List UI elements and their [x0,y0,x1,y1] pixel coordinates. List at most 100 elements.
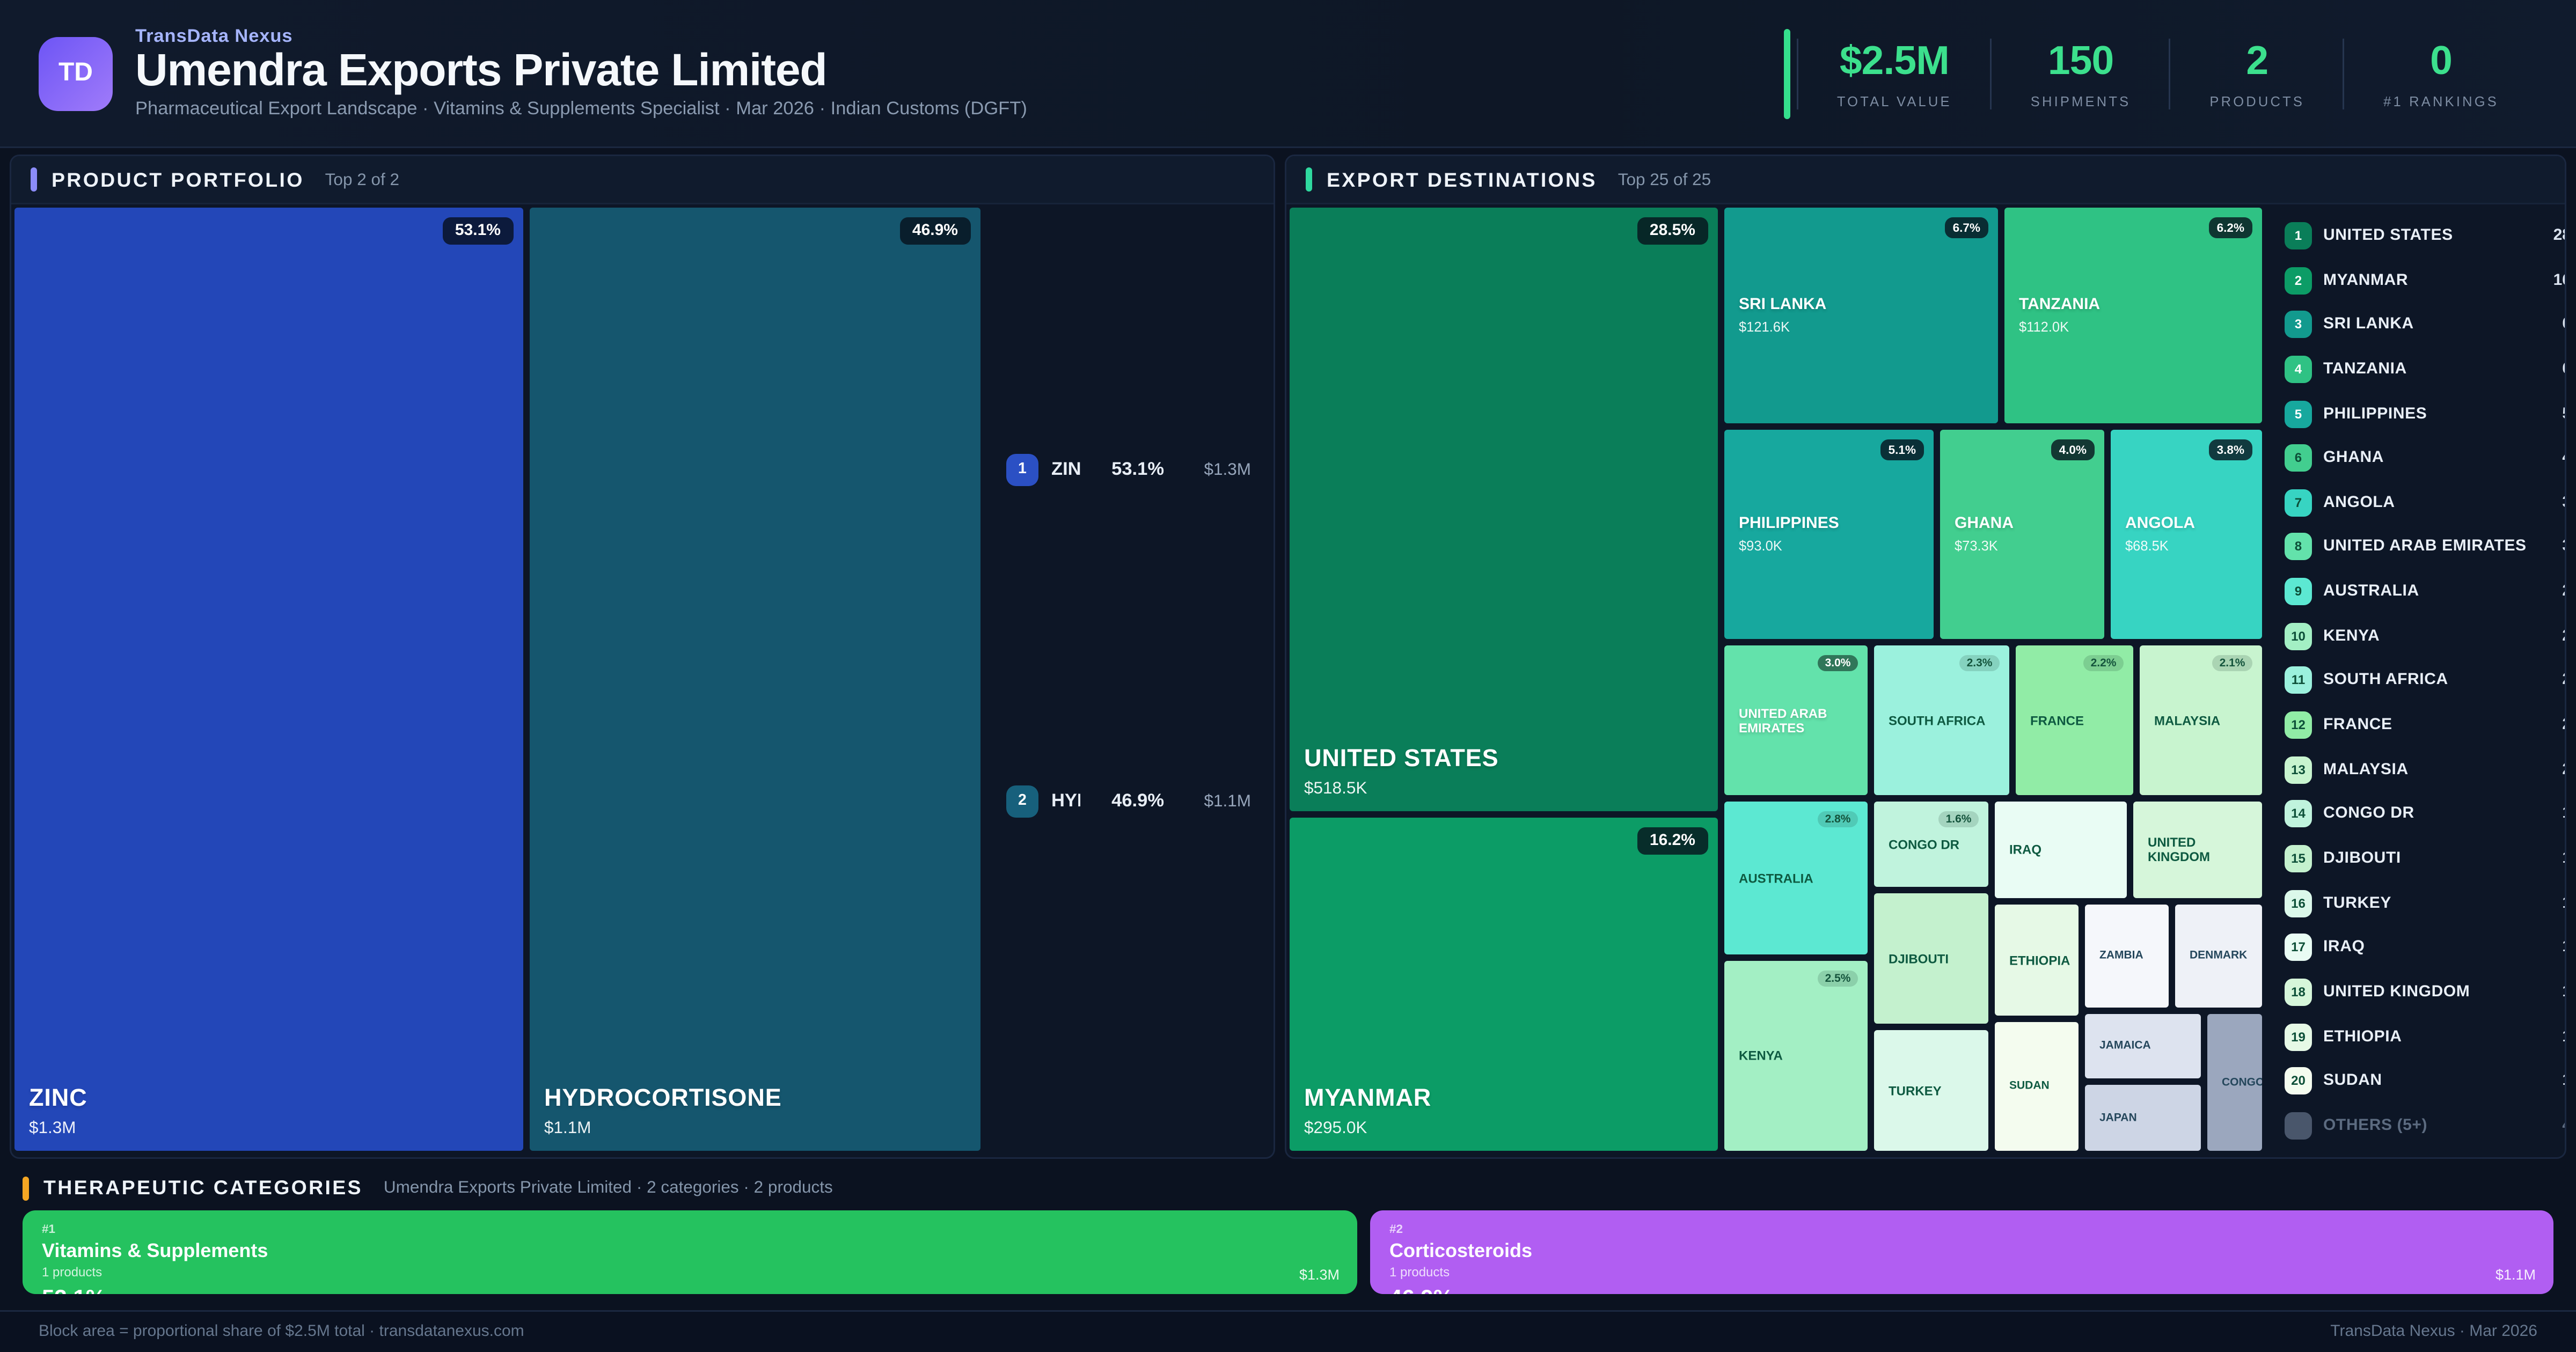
export-destinations-panel: EXPORT DESTINATIONS Top 25 of 25 28.5% UN… [1285,155,2566,1159]
treemap-block-denmark[interactable]: DENMARK [2175,905,2262,1008]
export-list-item-malaysia[interactable]: 13MALAYSIA2.1%$37.5K [2285,756,2565,784]
treemap-block-djibouti[interactable]: DJIBOUTI [1874,893,1988,1024]
treemap-block-south-africa[interactable]: 2.3% SOUTH AFRICA [1874,645,2009,795]
rank-badge: 6 [2285,444,2312,472]
export-list-item-philippines[interactable]: 5PHILIPPINES5.1%$93.0K [2285,400,2565,428]
export-list-item-kenya[interactable]: 10KENYA2.5%$45.6K [2285,622,2565,650]
block-pct-badge: 53.1% [442,217,514,245]
block-pct-badge: 6.2% [2208,217,2252,238]
export-list-item-australia[interactable]: 9AUSTRALIA2.8%$50.8K [2285,578,2565,606]
block-pct-badge: 2.8% [1818,811,1858,827]
categories-subtitle: Umendra Exports Private Limited · 2 cate… [383,1178,833,1197]
block-pct-badge: 3.8% [2208,439,2252,460]
product-legend-item-hydrocortisone[interactable]: 2 HYDROCORTISONE 46.9% $1.1M [1006,785,1251,818]
export-list-item-ghana[interactable]: 6GHANA4.0%$73.3K [2285,444,2565,472]
export-list-item-others-5[interactable]: OTHERS (5+)4.5%$82.6K [2285,1112,2565,1140]
export-list-item-sudan[interactable]: 20SUDAN1.2%$21.7K [2285,1067,2565,1095]
list-name: UNITED STATES [2323,227,2453,245]
block-value: $518.5K [1304,779,1367,798]
export-list-item-angola[interactable]: 7ANGOLA3.8%$68.5K [2285,489,2565,517]
list-pct: 2.3% [2538,672,2565,689]
block-name: SRI LANKA [1739,296,1827,314]
rank-badge: 18 [2285,978,2312,1006]
list-pct: 1.5% [2538,939,2565,957]
category-pct: 53.1% [42,1284,1338,1294]
category-value: $1.1M [2495,1267,2536,1283]
rank-badge: 10 [2285,622,2312,650]
treemap-block-congo[interactable]: CONGO [2207,1014,2262,1151]
treemap-block-france[interactable]: 2.2% FRANCE [2016,645,2133,795]
list-pct: 1.4% [2538,983,2565,1001]
export-panel-header: EXPORT DESTINATIONS Top 25 of 25 [1286,156,2565,204]
treemap-block-angola[interactable]: 3.8% ANGOLA $68.5K [2111,430,2262,639]
list-name: PHILIPPINES [2323,405,2427,423]
export-panel-title: EXPORT DESTINATIONS [1327,168,1597,191]
category-bar-vitamins-supplements[interactable]: #1 Vitamins & Supplements 1 products 53.1%$… [23,1210,1357,1294]
stat-label: SHIPMENTS [2030,92,2131,109]
block-value: $295.0K [1304,1119,1367,1138]
treemap-block-hydrocortisone[interactable]: 46.9% HYDROCORTISONE $1.1M [530,208,980,1151]
treemap-block-philippines[interactable]: 5.1% PHILIPPINES $93.0K [1724,430,1934,639]
treemap-block-iraq[interactable]: IRAQ [1995,802,2127,898]
list-name: OTHERS (5+) [2323,1116,2428,1135]
block-name: IRAQ [2009,842,2041,857]
category-products: 1 products [42,1265,103,1280]
block-pct-badge: 2.3% [1959,655,2000,671]
treemap-block-kenya[interactable]: 2.5% KENYA [1724,961,1868,1151]
treemap-block-united-states[interactable]: 28.5% UNITED STATES $518.5K [1290,208,1718,811]
product-legend-item-zinc[interactable]: 1 ZINC 53.1% $1.3M [1006,453,1251,486]
list-name: SUDAN [2323,1072,2382,1090]
category-name: Vitamins & Supplements [42,1239,268,1262]
export-list-item-tanzania[interactable]: 4TANZANIA6.2%$112.0K [2285,355,2565,383]
block-pct-badge: 28.5% [1636,217,1708,245]
export-list-item-ethiopia[interactable]: 19ETHIOPIA1.3%$23.3K [2285,1023,2565,1050]
treemap-block-australia[interactable]: 2.8% AUSTRALIA [1724,802,1868,954]
treemap-block-united-arab-emirates[interactable]: 3.0% UNITED ARAB EMIRATES [1724,645,1868,795]
block-value: $1.3M [29,1119,76,1138]
category-rank: #2 [1389,1222,1403,1236]
legend-pct: 46.9% [1111,791,1164,811]
export-list-item-myanmar[interactable]: 2MYANMAR16.2%$295.0K [2285,266,2565,294]
treemap-block-myanmar[interactable]: 16.2% MYANMAR $295.0K [1290,818,1718,1151]
list-name: SOUTH AFRICA [2323,672,2448,690]
list-name: GHANA [2323,449,2384,467]
treemap-block-malaysia[interactable]: 2.1% MALAYSIA [2140,645,2262,795]
treemap-block-congo-dr[interactable]: 1.6% CONGO DR [1874,802,1988,887]
rank-badge [2285,1112,2312,1140]
rank-badge: 2 [2285,266,2312,294]
footer-note: Block area = proportional share of $2.5M… [39,1323,524,1341]
list-name: SRI LANKA [2323,315,2414,334]
treemap-block-sri-lanka[interactable]: 6.7% SRI LANKA $121.6K [1724,208,1998,423]
treemap-block-sudan[interactable]: SUDAN [1995,1022,2079,1151]
treemap-block-zinc[interactable]: 53.1% ZINC $1.3M [14,208,523,1151]
list-pct: 1.6% [2538,805,2565,823]
categories-accent-bar [23,1175,29,1200]
treemap-block-ghana[interactable]: 4.0% GHANA $73.3K [1940,430,2104,639]
header-text: TransData Nexus Umendra Exports Private … [135,28,1027,119]
export-list-item-france[interactable]: 12FRANCE2.2%$40.8K [2285,711,2565,739]
category-bar-corticosteroids[interactable]: #2 Corticosteroids 1 products 46.9%$1.1M [1370,1210,2553,1294]
treemap-block-zambia[interactable]: ZAMBIA [2085,905,2169,1008]
treemap-block-japan[interactable]: JAPAN [2085,1085,2201,1151]
treemap-block-turkey[interactable]: TURKEY [1874,1030,1988,1151]
block-name: KENYA [1739,1048,1783,1063]
rank-badge: 13 [2285,756,2312,784]
treemap-block-tanzania[interactable]: 6.2% TANZANIA $112.0K [2004,208,2262,423]
list-pct: 2.5% [2538,627,2565,645]
block-name: UNITED ARAB EMIRATES [1739,706,1827,735]
block-pct-badge: 1.6% [1938,811,1979,827]
treemap-block-jamaica[interactable]: JAMAICA [2085,1014,2201,1078]
treemap-block-ethiopia[interactable]: ETHIOPIA [1995,905,2079,1016]
page-title: Umendra Exports Private Limited [135,46,828,96]
treemap-block-united-kingdom[interactable]: UNITED KINGDOM [2133,802,2262,898]
